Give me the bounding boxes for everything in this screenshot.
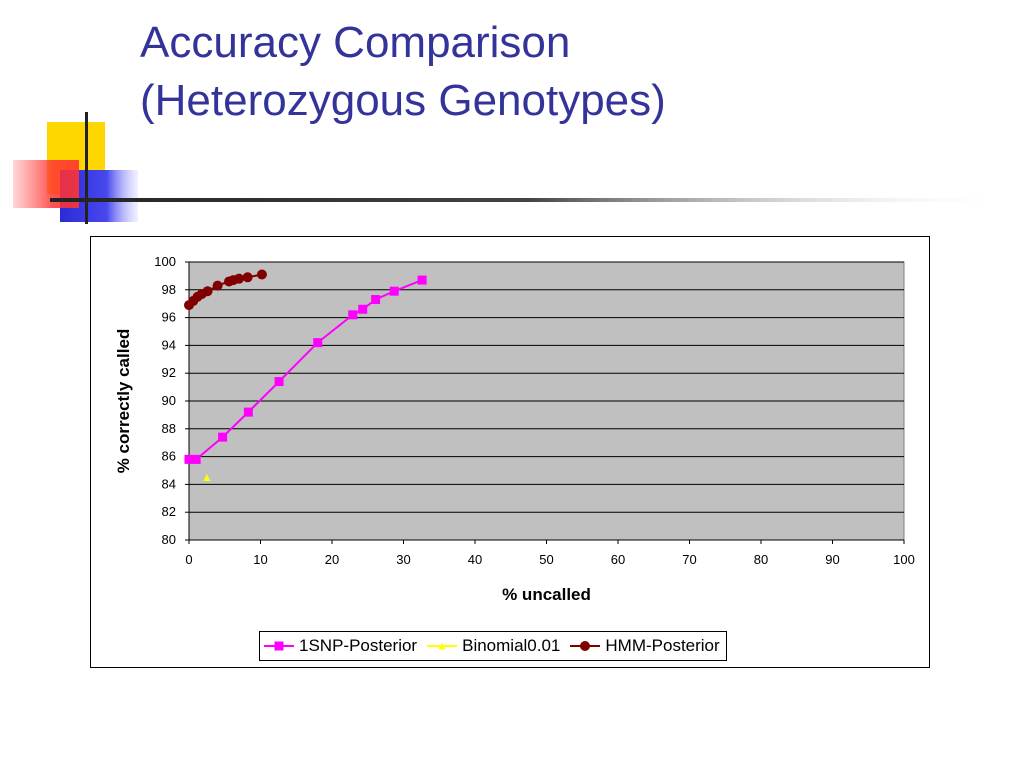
data-point-1snp-posterior bbox=[184, 454, 194, 464]
data-point-1snp-posterior bbox=[348, 310, 358, 320]
data-point-1snp-posterior bbox=[389, 286, 399, 296]
title-line-1: Accuracy Comparison bbox=[140, 18, 571, 67]
data-point-1snp-posterior bbox=[218, 432, 228, 442]
chart-legend: 1SNP-Posterior Binomial0.01 HMM-Posterior bbox=[259, 631, 727, 661]
decorative-blocks bbox=[13, 112, 1010, 224]
x-tick-label: 40 bbox=[468, 552, 482, 567]
data-point-binomial0-01 bbox=[203, 473, 211, 481]
data-point-hmm-posterior bbox=[256, 269, 267, 280]
legend-label: HMM-Posterior bbox=[605, 636, 720, 655]
y-tick-label: 100 bbox=[154, 254, 176, 269]
legend-item-1snp-posterior: 1SNP-Posterior bbox=[262, 636, 417, 656]
x-tick-label: 0 bbox=[185, 552, 192, 567]
data-point-1snp-posterior bbox=[243, 407, 253, 417]
data-point-hmm-posterior bbox=[234, 273, 245, 284]
data-point-1snp-posterior bbox=[358, 304, 368, 314]
x-tick-label: 100 bbox=[893, 552, 915, 567]
data-point-1snp-posterior bbox=[274, 377, 284, 387]
x-tick-label: 20 bbox=[325, 552, 339, 567]
line-chart: 80 82 84 86 88 90 92 94 96 98 100 0 10 20 30 40 50 60 70 80… bbox=[114, 254, 915, 604]
data-point-1snp-posterior bbox=[191, 454, 201, 464]
chart-area: 80 82 84 86 88 90 92 94 96 98 100 0 10 20 30 40 50 60 70 80… bbox=[90, 236, 930, 668]
title-line-2: (Heterozygous Genotypes) bbox=[140, 76, 666, 125]
data-point-1snp-posterior bbox=[313, 338, 323, 348]
y-axis-title: % correctly called bbox=[114, 329, 133, 474]
legend-marker-hmm-posterior bbox=[570, 641, 601, 651]
legend-label: 1SNP-Posterior bbox=[299, 636, 418, 655]
y-tick-label: 94 bbox=[162, 337, 176, 352]
y-tick-label: 98 bbox=[162, 282, 176, 297]
y-tick-label: 86 bbox=[162, 449, 176, 464]
data-point-1snp-posterior bbox=[417, 275, 427, 285]
horizontal-divider bbox=[50, 198, 1010, 202]
x-tick-label: 50 bbox=[539, 552, 553, 567]
y-tick-label: 80 bbox=[162, 532, 176, 547]
x-tick-label: 60 bbox=[611, 552, 625, 567]
x-tick-label: 90 bbox=[825, 552, 839, 567]
legend-item-binomial0-01: Binomial0.01 bbox=[425, 636, 560, 656]
data-point-hmm-posterior bbox=[242, 272, 253, 283]
y-tick-label: 92 bbox=[162, 365, 176, 380]
legend-marker-1snp-posterior bbox=[264, 641, 294, 651]
data-point-hmm-posterior bbox=[212, 280, 223, 291]
x-tick-label: 10 bbox=[253, 552, 267, 567]
x-axis-title: % uncalled bbox=[502, 585, 591, 604]
x-tick-label: 30 bbox=[396, 552, 410, 567]
legend-item-hmm-posterior: HMM-Posterior bbox=[568, 636, 720, 656]
legend-marker-binomial0-01 bbox=[427, 642, 458, 650]
y-tick-label: 88 bbox=[162, 421, 176, 436]
y-tick-label: 84 bbox=[162, 476, 176, 491]
vertical-divider bbox=[85, 112, 88, 224]
data-point-hmm-posterior bbox=[202, 286, 213, 297]
slide-title: Accuracy Comparison (Heterozygous Genoty… bbox=[140, 14, 666, 130]
y-tick-label: 96 bbox=[162, 310, 176, 325]
x-tick-label: 80 bbox=[754, 552, 768, 567]
y-tick-label: 82 bbox=[162, 504, 176, 519]
legend-label: Binomial0.01 bbox=[462, 636, 561, 655]
data-point-1snp-posterior bbox=[371, 295, 381, 305]
x-tick-label: 70 bbox=[682, 552, 696, 567]
y-tick-label: 90 bbox=[162, 393, 176, 408]
